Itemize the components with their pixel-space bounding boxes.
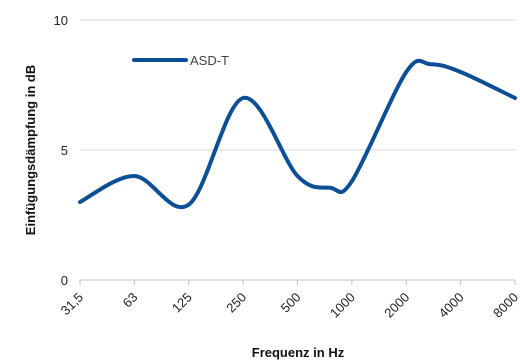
x-tick-label: 63 (120, 290, 141, 311)
y-tick-label: 10 (54, 13, 68, 28)
y-tick-label: 5 (61, 143, 68, 158)
series-line-asd-t (78, 58, 517, 209)
x-tick-label: 8000 (490, 290, 520, 321)
axes: 0 5 10 31,5 63 125 250 500 1000 2000 4000 8000 (54, 13, 520, 321)
y-tick-label: 0 (61, 273, 68, 288)
x-tick-label: 31,5 (58, 290, 87, 319)
series (78, 58, 517, 209)
x-tick-label: 500 (278, 290, 304, 316)
x-axis-title: Frequenz in Hz (252, 345, 345, 360)
gridlines (80, 19, 515, 151)
legend-label: ASD-T (190, 53, 229, 68)
x-tick-label: 250 (223, 290, 249, 316)
x-tick-label: 4000 (436, 290, 467, 321)
x-tick-label: 1000 (327, 290, 358, 321)
x-tick-label: 125 (169, 290, 195, 316)
y-axis-title: Einfügungsdämpfung in dB (23, 65, 38, 235)
x-tick-label: 2000 (381, 290, 412, 321)
legend: ASD-T (132, 53, 229, 68)
